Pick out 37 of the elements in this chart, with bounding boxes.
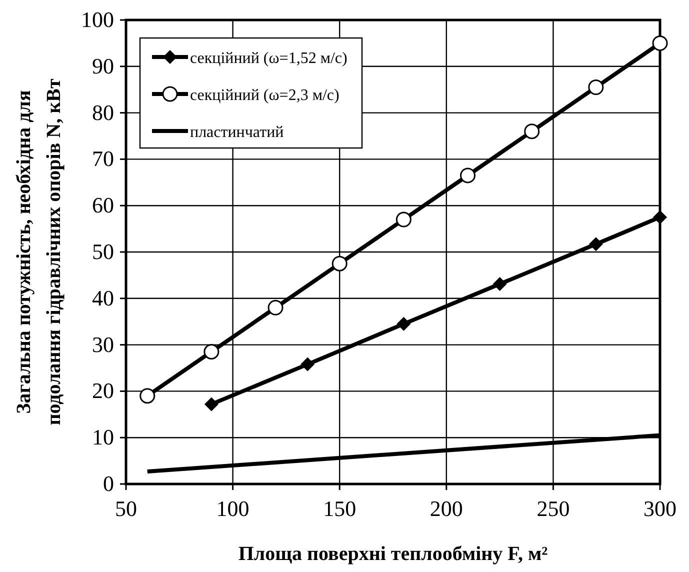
point: [653, 210, 667, 224]
point: [204, 397, 218, 412]
y-axis-title: Загальна потужність, необхідна для подолання гідравлічних опорів N, кВт: [13, 78, 65, 426]
x-tick-label: 50: [115, 496, 137, 521]
y-tick-label: 100: [81, 7, 114, 32]
point: [268, 300, 284, 316]
x-tick-label: 250: [536, 496, 570, 521]
y-tick-label: 70: [92, 146, 114, 172]
point: [492, 277, 507, 292]
point: [652, 35, 668, 51]
y-tick-label: 60: [92, 192, 114, 218]
legend-label: секційний (ω=1,52 м/с): [190, 50, 348, 67]
point: [396, 212, 412, 228]
x-axis-title: Площа поверхні теплообміну F, м²: [238, 543, 548, 565]
x-tick-label: 150: [323, 496, 356, 521]
point: [588, 80, 604, 96]
y-tick-label: 40: [92, 285, 114, 310]
legend-label: пластинчатий: [190, 124, 284, 141]
x-tick-label: 300: [644, 496, 676, 521]
point: [524, 124, 540, 140]
y-tick-label: 20: [92, 378, 114, 404]
point: [300, 357, 315, 372]
point: [396, 316, 411, 331]
y-tick-label: 90: [92, 53, 114, 78]
legend-label: секційний (ω=2,3 м/с): [190, 87, 340, 104]
point: [140, 388, 156, 404]
y-tick-label: 0: [103, 471, 114, 496]
y-tick-label: 30: [92, 332, 114, 357]
x-tick-label: 200: [430, 496, 463, 521]
x-tick-label: 100: [216, 496, 250, 521]
y-tick-label: 80: [92, 100, 114, 125]
point: [588, 237, 603, 252]
point: [460, 168, 476, 184]
y-tick-label: 50: [92, 239, 114, 264]
point: [204, 344, 220, 360]
point: [332, 256, 348, 272]
y-tick-label: 10: [92, 424, 114, 450]
